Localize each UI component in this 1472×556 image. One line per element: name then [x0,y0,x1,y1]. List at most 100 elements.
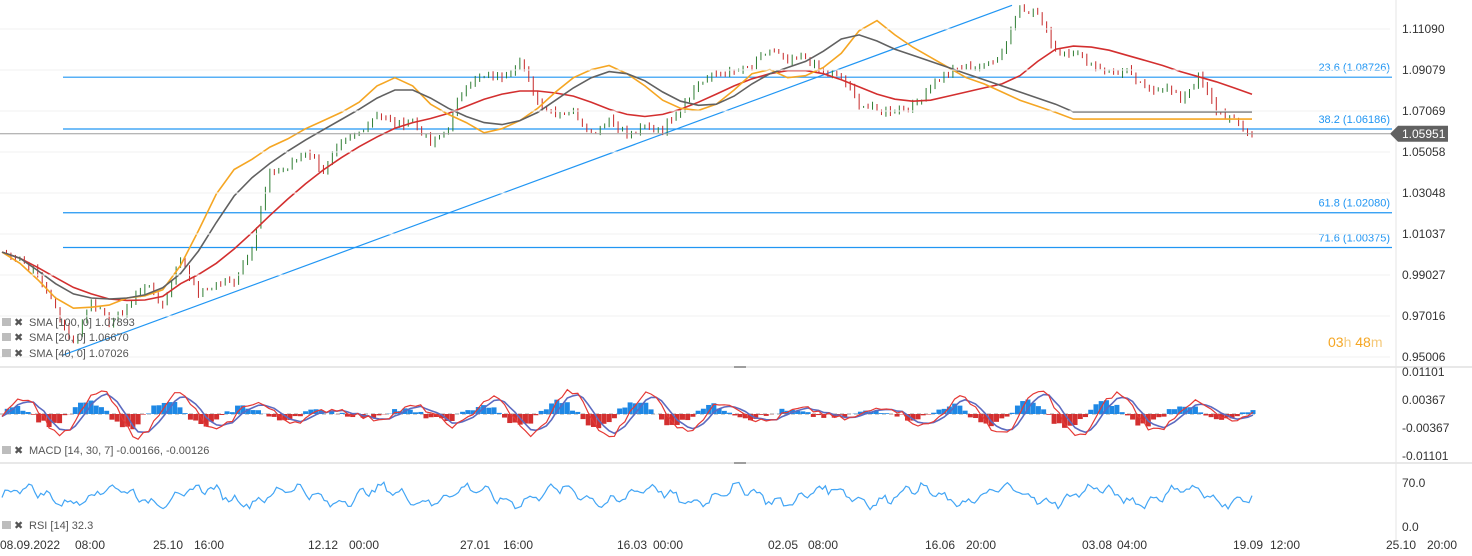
macd-histogram-bar [758,414,764,415]
legend-close-icon[interactable]: ✖ [14,348,23,360]
macd-histogram-bar [638,402,644,414]
macd-histogram-bar [695,410,701,414]
macd-histogram-bar [973,414,979,419]
macd-histogram-bar [15,405,21,414]
macd-histogram-bar [1088,409,1094,414]
macd-histogram-bar [30,414,36,415]
macd-histogram-bar [444,414,450,421]
macd-histogram-bar [83,402,89,414]
fib-level-label: 23.6 (1.08726) [1318,62,1390,74]
macd-histogram-bar [146,413,152,414]
macd-histogram-bar [413,412,419,414]
macd-histogram-bar [208,414,214,422]
macd-histogram-bar [235,405,241,414]
macd-histogram-bar [836,414,842,415]
time-tick-label: 27.01 [460,538,490,552]
macd-histogram-bar [9,407,15,414]
macd-histogram-bar [999,414,1005,419]
trend-line[interactable] [61,4,1013,357]
macd-histogram-bar [648,409,654,414]
macd-histogram-bar [198,414,204,425]
rsi-tick-label: 70.0 [1402,476,1426,490]
macd-histogram-bar [580,414,586,420]
legend-settings-icon[interactable] [2,333,11,341]
pane-resize-handle[interactable] [734,462,746,464]
rsi-line [1,481,1253,511]
macd-histogram-bar [491,407,497,414]
time-tick-label: 03.08 [1082,538,1112,552]
sma-lines [1,19,1253,310]
macd-histogram-bar [371,414,377,418]
macd-histogram-bar [559,403,565,414]
macd-histogram-bar [182,413,188,414]
time-tick-label: 25.10 [1386,538,1416,552]
macd-histogram-bar [496,412,502,414]
macd-histogram-bar [433,414,439,417]
macd-histogram-bar [1009,412,1015,414]
macd-histogram-bar [679,414,685,420]
macd-histogram-bar [266,414,272,417]
time-tick-label: 02.05 [768,538,798,552]
macd-histogram-bar [41,414,47,421]
macd-histogram-bar [423,414,429,419]
macd-histogram-bar [978,414,984,423]
legend-settings-icon[interactable] [2,349,11,357]
macd-histogram-bar [339,412,345,414]
legend-close-icon[interactable]: ✖ [14,445,23,457]
macd-histogram-bar [4,408,10,414]
macd-histogram-bar [140,414,146,415]
macd-histogram-bar [957,405,963,414]
macd-histogram-bar [737,414,743,418]
macd-histogram-bar [271,414,277,417]
macd-histogram-bar [344,414,350,417]
time-tick-label: 20:00 [1427,538,1457,552]
macd-histogram-bar [920,414,926,416]
macd-histogram-bar [884,413,890,414]
legend-settings-icon[interactable] [2,521,11,529]
macd-histogram-bar [664,414,670,426]
macd-histogram-bar [475,407,481,414]
legend-close-icon[interactable]: ✖ [14,332,23,344]
macd-histogram-bar [1004,414,1010,417]
macd-histogram-bar [611,414,617,419]
legend-close-icon[interactable]: ✖ [14,317,23,329]
price-tick-label: 1.11090 [1402,22,1445,36]
macd-histogram-bar [46,414,52,428]
rsi-tick-label: 0.0 [1402,520,1419,534]
macd-histogram-bar [1056,414,1062,424]
macd-histogram-bar [1192,406,1198,414]
macd-histogram-bar [125,414,131,427]
macd-histogram-bar [1171,409,1177,414]
macd-histogram-bar [203,414,209,427]
legend-settings-icon[interactable] [2,318,11,326]
macd-line [1,388,1254,440]
pane-resize-handle[interactable] [734,366,746,368]
macd-histogram-bar [1083,414,1089,418]
trend-line-segment[interactable] [61,4,1013,357]
time-tick-label: 16.06 [925,538,955,552]
macd-histogram-bar [78,402,84,414]
macd-histogram-bar [1041,409,1047,414]
macd-histogram-bar [1250,410,1256,414]
macd-tick-label: -0.00367 [1402,421,1450,435]
time-tick-label: 00:00 [653,538,683,552]
time-tick-label: 04:00 [1117,538,1147,552]
time-tick-label: 00:00 [349,538,379,552]
macd-histogram-bar [51,414,57,423]
current-price-label: 1.05951 [1402,127,1446,141]
time-tick-label: 12:00 [1270,538,1300,552]
timer-h-unit: h [1343,334,1352,350]
legend-settings-icon[interactable] [2,446,11,454]
macd-histogram-bar [214,414,220,420]
time-tick-label: 20:00 [966,538,996,552]
macd-histogram-bar [1208,414,1214,418]
timer-hours: 03 [1328,334,1344,350]
macd-histogram-bar [575,411,581,414]
macd-histogram-bar [554,399,560,414]
timer-minutes: 48 [1355,334,1371,350]
fib-level-label: 38.2 (1.06186) [1318,114,1390,126]
fibonacci-levels[interactable]: 23.6 (1.08726) 38.2 (1.06186) 61.8 (1.0208… [63,62,1392,249]
macd-histogram-bar [585,414,591,426]
legend-close-icon[interactable]: ✖ [14,520,23,532]
